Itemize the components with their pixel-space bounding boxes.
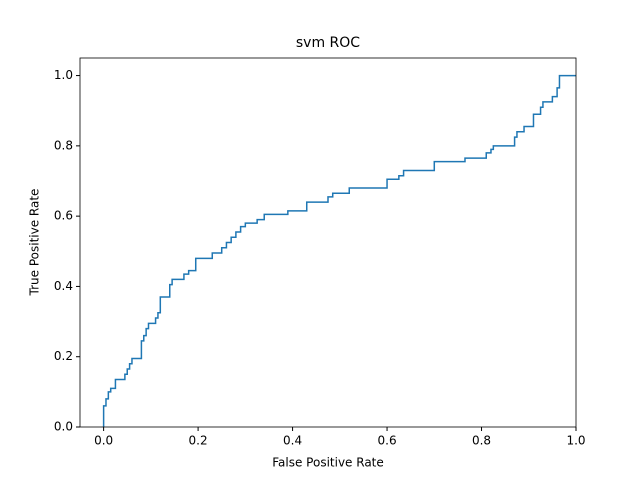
y-tick-label: 0.6 [54,209,73,223]
y-tick-label: 0.2 [54,349,73,363]
x-tick-label: 0.2 [189,434,208,448]
y-axis-label: True Positive Rate [28,189,42,297]
y-tick-label: 0.0 [54,420,73,434]
plot-frame [79,57,577,428]
y-tick-label: 0.4 [54,279,73,293]
x-tick-label: 1.0 [566,434,585,448]
x-tick-label: 0.6 [378,434,397,448]
y-tick-label: 0.8 [54,138,73,152]
y-tick-label: 1.0 [54,68,73,82]
x-tick-label: 0.4 [283,434,302,448]
x-tick-label: 0.8 [472,434,491,448]
x-axis-label: False Positive Rate [272,456,384,470]
roc-curve [102,74,576,427]
x-tick-label: 0.0 [94,434,113,448]
chart-title: svm ROC [296,35,360,51]
